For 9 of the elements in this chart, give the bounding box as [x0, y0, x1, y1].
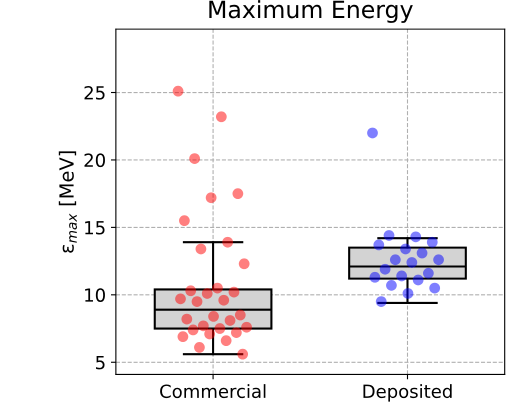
y-tick-label: 25: [84, 86, 105, 100]
x-tick-label: Commercial: [160, 384, 266, 398]
chart-title: Maximum Energy: [209, 0, 413, 23]
y-tick-label: 5: [96, 356, 105, 370]
x-tick-label: Deposited: [363, 384, 452, 402]
y-tick-label: 15: [85, 221, 105, 235]
y-axis-title: ε$_{max}$ [MeV]: [58, 151, 77, 253]
y-tick-label: 10: [85, 288, 105, 302]
y-tick-label: 20: [84, 153, 105, 168]
